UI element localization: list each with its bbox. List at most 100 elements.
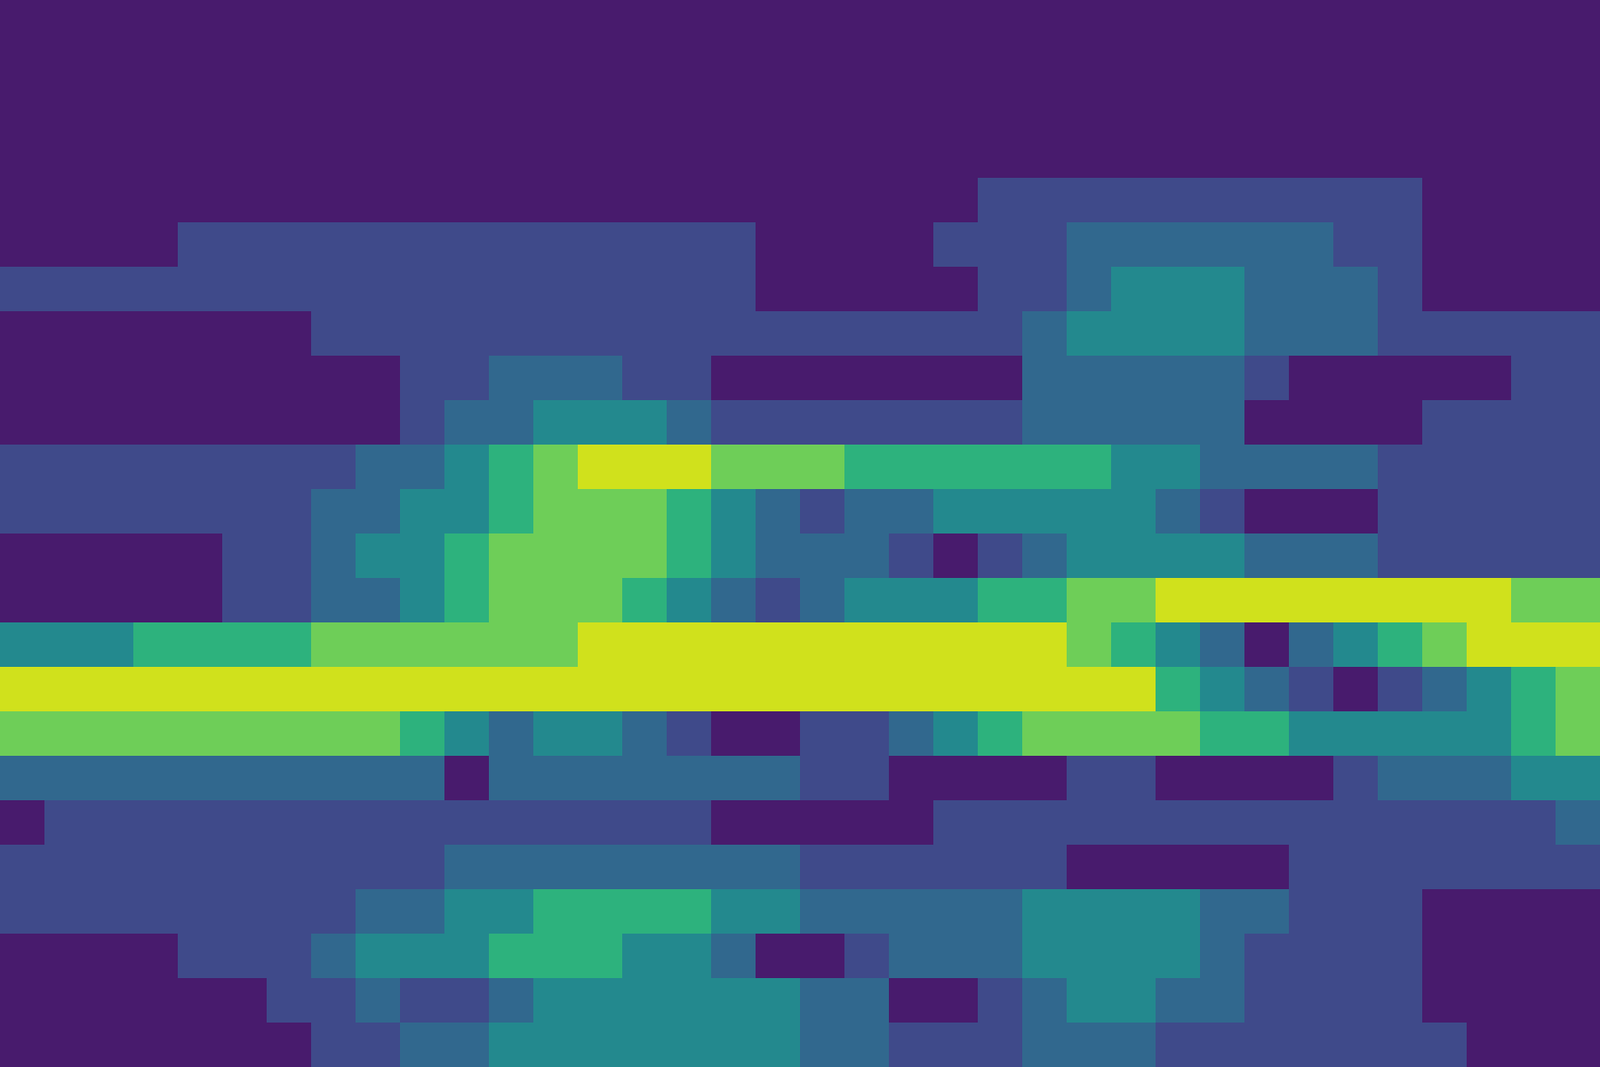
heatmap-cell — [444, 222, 490, 268]
heatmap-cell — [666, 755, 712, 801]
heatmap-cell — [1555, 800, 1600, 846]
heatmap-cell — [933, 355, 979, 401]
heatmap-cell — [977, 488, 1024, 535]
heatmap-cell — [222, 0, 268, 46]
heatmap-cell — [222, 622, 268, 668]
heatmap-cell — [1466, 533, 1512, 579]
heatmap-cell — [133, 222, 179, 268]
heatmap-cell — [1200, 0, 1246, 46]
heatmap-cell — [577, 177, 624, 224]
heatmap-cell — [266, 311, 312, 357]
heatmap-cell — [711, 177, 757, 224]
heatmap-cell — [444, 133, 490, 179]
heatmap-cell — [266, 577, 312, 624]
heatmap-cell — [133, 355, 179, 401]
heatmap-cell — [1422, 133, 1468, 179]
heatmap-cell — [1377, 44, 1424, 90]
heatmap-cell — [488, 400, 535, 446]
heatmap-cell — [1466, 844, 1512, 890]
heatmap-cell — [44, 133, 90, 179]
heatmap-cell — [0, 488, 46, 535]
heatmap-cell — [1066, 666, 1112, 712]
heatmap-cell — [311, 444, 357, 490]
heatmap-cell — [488, 533, 535, 579]
heatmap-cell — [355, 800, 401, 846]
heatmap-cell — [88, 266, 135, 312]
heatmap-cell — [1466, 888, 1512, 935]
heatmap-cell — [844, 266, 890, 312]
heatmap-cell — [533, 222, 579, 268]
heatmap-cell — [1200, 311, 1246, 357]
heatmap-cell — [222, 1022, 268, 1067]
heatmap-cell — [533, 133, 579, 179]
heatmap-cell — [1466, 1022, 1512, 1067]
heatmap-cell — [444, 755, 490, 801]
heatmap-cell — [1200, 1022, 1246, 1067]
heatmap-cell — [1155, 266, 1201, 312]
heatmap-cell — [1244, 977, 1290, 1024]
heatmap-cell — [666, 622, 712, 668]
heatmap-cell — [222, 222, 268, 268]
heatmap-cell — [577, 977, 624, 1024]
heatmap-cell — [400, 44, 446, 90]
heatmap-cell — [1422, 577, 1468, 624]
heatmap-cell — [1377, 133, 1424, 179]
heatmap-cell — [1333, 577, 1379, 624]
heatmap-cell — [1244, 1022, 1290, 1067]
heatmap-cell — [1200, 666, 1246, 712]
heatmap-cell — [444, 666, 490, 712]
heatmap-cell — [1066, 577, 1112, 624]
heatmap-cell — [1022, 88, 1068, 135]
heatmap-cell — [1288, 400, 1335, 446]
heatmap-cell — [1022, 933, 1068, 979]
heatmap-cell — [800, 755, 846, 801]
heatmap-cell — [666, 711, 712, 757]
heatmap-cell — [933, 444, 979, 490]
heatmap-cell — [800, 577, 846, 624]
heatmap-cell — [177, 444, 224, 490]
heatmap-cell — [1511, 400, 1557, 446]
heatmap-cell — [622, 622, 668, 668]
heatmap-cell — [1555, 266, 1600, 312]
heatmap-cell — [1466, 222, 1512, 268]
heatmap-cell — [1111, 800, 1157, 846]
heatmap-cell — [1377, 400, 1424, 446]
heatmap-cell — [0, 888, 46, 935]
heatmap-cell — [1377, 444, 1424, 490]
heatmap-cell — [44, 311, 90, 357]
heatmap-cell — [1155, 666, 1201, 712]
heatmap-cell — [266, 622, 312, 668]
heatmap-cell — [44, 177, 90, 224]
heatmap-cell — [400, 666, 446, 712]
heatmap-cell — [400, 400, 446, 446]
heatmap-cell — [1511, 755, 1557, 801]
heatmap-cell — [844, 0, 890, 46]
heatmap-cell — [311, 311, 357, 357]
heatmap-cell — [755, 888, 801, 935]
heatmap-cell — [311, 977, 357, 1024]
heatmap-cell — [1288, 622, 1335, 668]
heatmap-cell — [1288, 800, 1335, 846]
heatmap-cell — [1555, 577, 1600, 624]
heatmap-cell — [1066, 533, 1112, 579]
heatmap-cell — [311, 355, 357, 401]
heatmap-cell — [755, 844, 801, 890]
heatmap-cell — [266, 800, 312, 846]
heatmap-cell — [1466, 488, 1512, 535]
heatmap-cell — [1511, 133, 1557, 179]
heatmap-cell — [666, 400, 712, 446]
heatmap-cell — [1155, 888, 1201, 935]
heatmap-cell — [666, 355, 712, 401]
heatmap-cell — [1244, 0, 1290, 46]
heatmap-cell — [933, 977, 979, 1024]
heatmap-cell — [622, 711, 668, 757]
heatmap-cell — [1244, 44, 1290, 90]
heatmap-cell — [844, 444, 890, 490]
heatmap-cell — [400, 711, 446, 757]
heatmap-cell — [1066, 488, 1112, 535]
heatmap-cell — [1511, 444, 1557, 490]
heatmap-cell — [844, 355, 890, 401]
heatmap-cell — [622, 44, 668, 90]
heatmap-cell — [1155, 844, 1201, 890]
heatmap-cell — [622, 844, 668, 890]
